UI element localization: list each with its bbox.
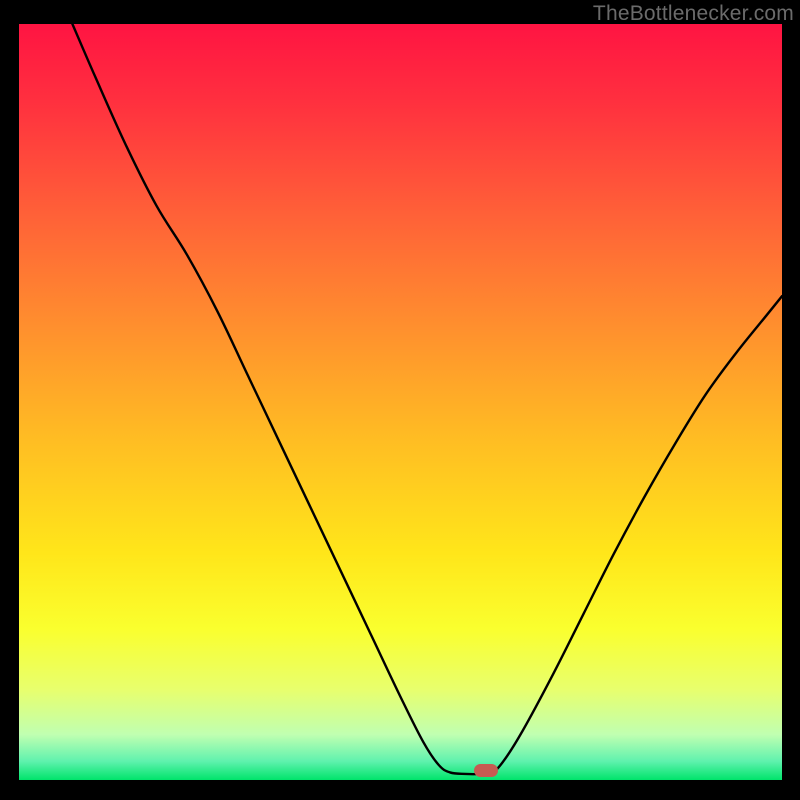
bottleneck-curve xyxy=(19,24,782,780)
minimum-marker xyxy=(474,764,498,777)
watermark-text: TheBottlenecker.com xyxy=(593,2,794,26)
plot-area xyxy=(19,24,782,780)
